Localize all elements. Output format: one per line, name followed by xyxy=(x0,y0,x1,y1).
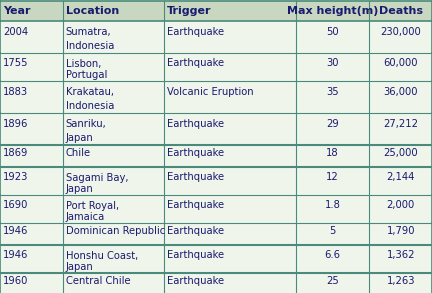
Text: Earthquake: Earthquake xyxy=(167,27,224,37)
Text: Indonesia: Indonesia xyxy=(66,101,114,111)
Text: Portugal: Portugal xyxy=(66,70,107,80)
Text: Earthquake: Earthquake xyxy=(167,119,224,129)
Text: Lisbon,: Lisbon, xyxy=(66,59,101,69)
Text: Max height(m): Max height(m) xyxy=(287,6,378,16)
Text: 6.6: 6.6 xyxy=(324,250,341,260)
Text: 5: 5 xyxy=(330,226,336,236)
Text: 60,000: 60,000 xyxy=(384,58,418,68)
Text: Krakatau,: Krakatau, xyxy=(66,87,114,97)
Polygon shape xyxy=(0,223,432,245)
Text: 30: 30 xyxy=(327,58,339,68)
Text: 1896: 1896 xyxy=(3,119,29,129)
Text: Dominican Republic: Dominican Republic xyxy=(66,226,165,236)
Text: Earthquake: Earthquake xyxy=(167,148,224,158)
Text: Trigger: Trigger xyxy=(167,6,212,16)
Polygon shape xyxy=(0,1,432,21)
Text: Earthquake: Earthquake xyxy=(167,58,224,68)
Text: Japan: Japan xyxy=(66,133,93,143)
Text: Chile: Chile xyxy=(66,148,91,158)
Text: Japan: Japan xyxy=(66,262,93,272)
Text: Jamaica: Jamaica xyxy=(66,212,105,222)
Polygon shape xyxy=(0,21,432,53)
Text: Earthquake: Earthquake xyxy=(167,276,224,286)
Text: 1755: 1755 xyxy=(3,58,29,68)
Text: Deaths: Deaths xyxy=(379,6,422,16)
Text: 1,263: 1,263 xyxy=(387,276,415,286)
Text: 35: 35 xyxy=(326,87,339,97)
Text: 1,790: 1,790 xyxy=(387,226,415,236)
Text: Earthquake: Earthquake xyxy=(167,172,224,182)
Text: 25: 25 xyxy=(326,276,339,286)
Text: Sanriku,: Sanriku, xyxy=(66,120,106,130)
Text: 50: 50 xyxy=(326,27,339,37)
Text: 1946: 1946 xyxy=(3,250,29,260)
Text: 1869: 1869 xyxy=(3,148,29,158)
Text: 1946: 1946 xyxy=(3,226,29,236)
Text: 1,362: 1,362 xyxy=(387,250,415,260)
Text: 230,000: 230,000 xyxy=(380,27,421,37)
Text: Volcanic Eruption: Volcanic Eruption xyxy=(167,87,254,97)
Text: Earthquake: Earthquake xyxy=(167,226,224,236)
Text: 2,000: 2,000 xyxy=(387,200,415,210)
Text: 29: 29 xyxy=(326,119,339,129)
Text: Earthquake: Earthquake xyxy=(167,200,224,210)
Text: 36,000: 36,000 xyxy=(384,87,418,97)
Text: 1883: 1883 xyxy=(3,87,28,97)
Polygon shape xyxy=(0,81,432,113)
Text: 2004: 2004 xyxy=(3,27,28,37)
Text: Port Royal,: Port Royal, xyxy=(66,201,119,211)
Polygon shape xyxy=(0,245,432,273)
Polygon shape xyxy=(0,53,432,81)
Text: Central Chile: Central Chile xyxy=(66,276,130,286)
Text: Earthquake: Earthquake xyxy=(167,250,224,260)
Text: Honshu Coast,: Honshu Coast, xyxy=(66,251,138,260)
Text: 12: 12 xyxy=(326,172,339,182)
Polygon shape xyxy=(0,145,432,167)
Polygon shape xyxy=(0,273,432,293)
Text: 1690: 1690 xyxy=(3,200,29,210)
Text: Year: Year xyxy=(3,6,31,16)
Text: Indonesia: Indonesia xyxy=(66,41,114,51)
Text: Location: Location xyxy=(66,6,119,16)
Polygon shape xyxy=(0,167,432,195)
Text: 18: 18 xyxy=(326,148,339,158)
Text: Japan: Japan xyxy=(66,184,93,194)
Text: 1960: 1960 xyxy=(3,276,29,286)
Text: 2,144: 2,144 xyxy=(387,172,415,182)
Text: Sagami Bay,: Sagami Bay, xyxy=(66,173,128,183)
Text: 1923: 1923 xyxy=(3,172,29,182)
Polygon shape xyxy=(0,113,432,145)
Text: 27,212: 27,212 xyxy=(383,119,418,129)
Text: 25,000: 25,000 xyxy=(383,148,418,158)
Polygon shape xyxy=(0,195,432,223)
Text: Sumatra,: Sumatra, xyxy=(66,28,111,38)
Text: 1.8: 1.8 xyxy=(325,200,340,210)
